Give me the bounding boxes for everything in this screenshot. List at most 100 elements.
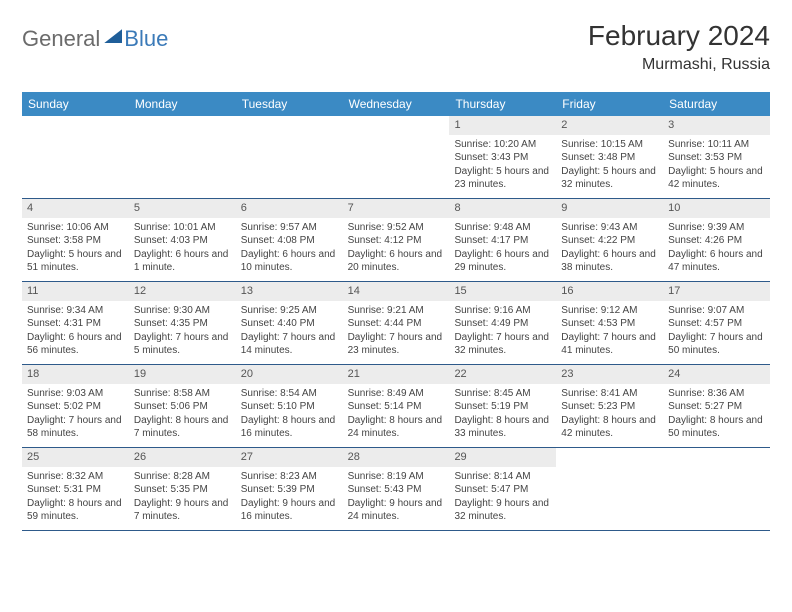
day-cell	[22, 116, 129, 198]
day-number: 23	[556, 365, 663, 384]
sunset-text: Sunset: 3:58 PM	[27, 234, 124, 248]
day-cell: 12Sunrise: 9:30 AMSunset: 4:35 PMDayligh…	[129, 282, 236, 364]
logo-text-blue: Blue	[124, 26, 168, 52]
day-header-tuesday: Tuesday	[236, 92, 343, 116]
day-cell: 24Sunrise: 8:36 AMSunset: 5:27 PMDayligh…	[663, 365, 770, 447]
sunset-text: Sunset: 3:53 PM	[668, 151, 765, 165]
day-number: 18	[22, 365, 129, 384]
day-body: Sunrise: 9:52 AMSunset: 4:12 PMDaylight:…	[343, 218, 450, 280]
week-row: 11Sunrise: 9:34 AMSunset: 4:31 PMDayligh…	[22, 282, 770, 365]
day-number: 20	[236, 365, 343, 384]
daylight-text: Daylight: 8 hours and 24 minutes.	[348, 414, 445, 441]
day-cell: 15Sunrise: 9:16 AMSunset: 4:49 PMDayligh…	[449, 282, 556, 364]
day-cell: 22Sunrise: 8:45 AMSunset: 5:19 PMDayligh…	[449, 365, 556, 447]
sunset-text: Sunset: 5:23 PM	[561, 400, 658, 414]
sunset-text: Sunset: 5:39 PM	[241, 483, 338, 497]
day-cell: 20Sunrise: 8:54 AMSunset: 5:10 PMDayligh…	[236, 365, 343, 447]
day-number: 7	[343, 199, 450, 218]
sunset-text: Sunset: 5:10 PM	[241, 400, 338, 414]
sunrise-text: Sunrise: 9:12 AM	[561, 304, 658, 318]
day-number: 4	[22, 199, 129, 218]
daylight-text: Daylight: 7 hours and 23 minutes.	[348, 331, 445, 358]
day-cell: 23Sunrise: 8:41 AMSunset: 5:23 PMDayligh…	[556, 365, 663, 447]
day-cell	[556, 448, 663, 530]
day-cell: 8Sunrise: 9:48 AMSunset: 4:17 PMDaylight…	[449, 199, 556, 281]
sunset-text: Sunset: 5:47 PM	[454, 483, 551, 497]
day-number: 13	[236, 282, 343, 301]
month-title: February 2024	[588, 20, 770, 52]
day-header-sunday: Sunday	[22, 92, 129, 116]
day-cell: 5Sunrise: 10:01 AMSunset: 4:03 PMDayligh…	[129, 199, 236, 281]
day-cell: 4Sunrise: 10:06 AMSunset: 3:58 PMDayligh…	[22, 199, 129, 281]
daylight-text: Daylight: 6 hours and 1 minute.	[134, 248, 231, 275]
sunrise-text: Sunrise: 8:23 AM	[241, 470, 338, 484]
day-body: Sunrise: 9:25 AMSunset: 4:40 PMDaylight:…	[236, 301, 343, 363]
day-number: 21	[343, 365, 450, 384]
day-number: 16	[556, 282, 663, 301]
day-body: Sunrise: 10:11 AMSunset: 3:53 PMDaylight…	[663, 135, 770, 197]
daylight-text: Daylight: 8 hours and 42 minutes.	[561, 414, 658, 441]
daylight-text: Daylight: 8 hours and 59 minutes.	[27, 497, 124, 524]
daylight-text: Daylight: 6 hours and 10 minutes.	[241, 248, 338, 275]
day-body: Sunrise: 10:06 AMSunset: 3:58 PMDaylight…	[22, 218, 129, 280]
day-number: 2	[556, 116, 663, 135]
sunrise-text: Sunrise: 8:45 AM	[454, 387, 551, 401]
day-body: Sunrise: 9:57 AMSunset: 4:08 PMDaylight:…	[236, 218, 343, 280]
day-number: 27	[236, 448, 343, 467]
day-cell: 2Sunrise: 10:15 AMSunset: 3:48 PMDayligh…	[556, 116, 663, 198]
day-body: Sunrise: 8:14 AMSunset: 5:47 PMDaylight:…	[449, 467, 556, 529]
daylight-text: Daylight: 7 hours and 32 minutes.	[454, 331, 551, 358]
logo-triangle-icon	[104, 29, 122, 43]
sunrise-text: Sunrise: 8:28 AM	[134, 470, 231, 484]
sunset-text: Sunset: 3:43 PM	[454, 151, 551, 165]
calendar: Sunday Monday Tuesday Wednesday Thursday…	[22, 92, 770, 531]
daylight-text: Daylight: 9 hours and 24 minutes.	[348, 497, 445, 524]
daylight-text: Daylight: 9 hours and 16 minutes.	[241, 497, 338, 524]
day-header-row: Sunday Monday Tuesday Wednesday Thursday…	[22, 92, 770, 116]
day-body: Sunrise: 8:45 AMSunset: 5:19 PMDaylight:…	[449, 384, 556, 446]
day-body: Sunrise: 9:21 AMSunset: 4:44 PMDaylight:…	[343, 301, 450, 363]
sunset-text: Sunset: 4:22 PM	[561, 234, 658, 248]
day-number: 26	[129, 448, 236, 467]
sunrise-text: Sunrise: 9:34 AM	[27, 304, 124, 318]
location: Murmashi, Russia	[588, 56, 770, 74]
day-body: Sunrise: 9:03 AMSunset: 5:02 PMDaylight:…	[22, 384, 129, 446]
daylight-text: Daylight: 7 hours and 14 minutes.	[241, 331, 338, 358]
day-header-thursday: Thursday	[449, 92, 556, 116]
daylight-text: Daylight: 8 hours and 33 minutes.	[454, 414, 551, 441]
day-cell: 29Sunrise: 8:14 AMSunset: 5:47 PMDayligh…	[449, 448, 556, 530]
daylight-text: Daylight: 6 hours and 38 minutes.	[561, 248, 658, 275]
day-body: Sunrise: 9:34 AMSunset: 4:31 PMDaylight:…	[22, 301, 129, 363]
sunset-text: Sunset: 5:43 PM	[348, 483, 445, 497]
day-cell: 13Sunrise: 9:25 AMSunset: 4:40 PMDayligh…	[236, 282, 343, 364]
day-body: Sunrise: 8:49 AMSunset: 5:14 PMDaylight:…	[343, 384, 450, 446]
sunset-text: Sunset: 4:03 PM	[134, 234, 231, 248]
day-cell: 21Sunrise: 8:49 AMSunset: 5:14 PMDayligh…	[343, 365, 450, 447]
week-row: 25Sunrise: 8:32 AMSunset: 5:31 PMDayligh…	[22, 448, 770, 531]
daylight-text: Daylight: 5 hours and 42 minutes.	[668, 165, 765, 192]
day-header-monday: Monday	[129, 92, 236, 116]
day-cell: 27 Sunrise: 8:23 AMSunset: 5:39 PMDayligh…	[236, 448, 343, 530]
day-number: 3	[663, 116, 770, 135]
daylight-text: Daylight: 7 hours and 41 minutes.	[561, 331, 658, 358]
day-number: 22	[449, 365, 556, 384]
weeks-container: 1Sunrise: 10:20 AMSunset: 3:43 PMDayligh…	[22, 116, 770, 531]
day-body: Sunrise: 8:41 AMSunset: 5:23 PMDaylight:…	[556, 384, 663, 446]
sunset-text: Sunset: 4:26 PM	[668, 234, 765, 248]
sunset-text: Sunset: 4:49 PM	[454, 317, 551, 331]
day-number: 25	[22, 448, 129, 467]
day-cell: 7Sunrise: 9:52 AMSunset: 4:12 PMDaylight…	[343, 199, 450, 281]
sunset-text: Sunset: 5:27 PM	[668, 400, 765, 414]
sunrise-text: Sunrise: 8:36 AM	[668, 387, 765, 401]
day-body: Sunrise: 8:28 AMSunset: 5:35 PMDaylight:…	[129, 467, 236, 529]
day-body: Sunrise: 9:07 AMSunset: 4:57 PMDaylight:…	[663, 301, 770, 363]
day-number: 28	[343, 448, 450, 467]
sunrise-text: Sunrise: 8:49 AM	[348, 387, 445, 401]
daylight-text: Daylight: 5 hours and 23 minutes.	[454, 165, 551, 192]
day-cell	[343, 116, 450, 198]
sunrise-text: Sunrise: 9:57 AM	[241, 221, 338, 235]
sunrise-text: Sunrise: 9:16 AM	[454, 304, 551, 318]
sunrise-text: Sunrise: 8:58 AM	[134, 387, 231, 401]
sunrise-text: Sunrise: 8:19 AM	[348, 470, 445, 484]
sunrise-text: Sunrise: 10:20 AM	[454, 138, 551, 152]
